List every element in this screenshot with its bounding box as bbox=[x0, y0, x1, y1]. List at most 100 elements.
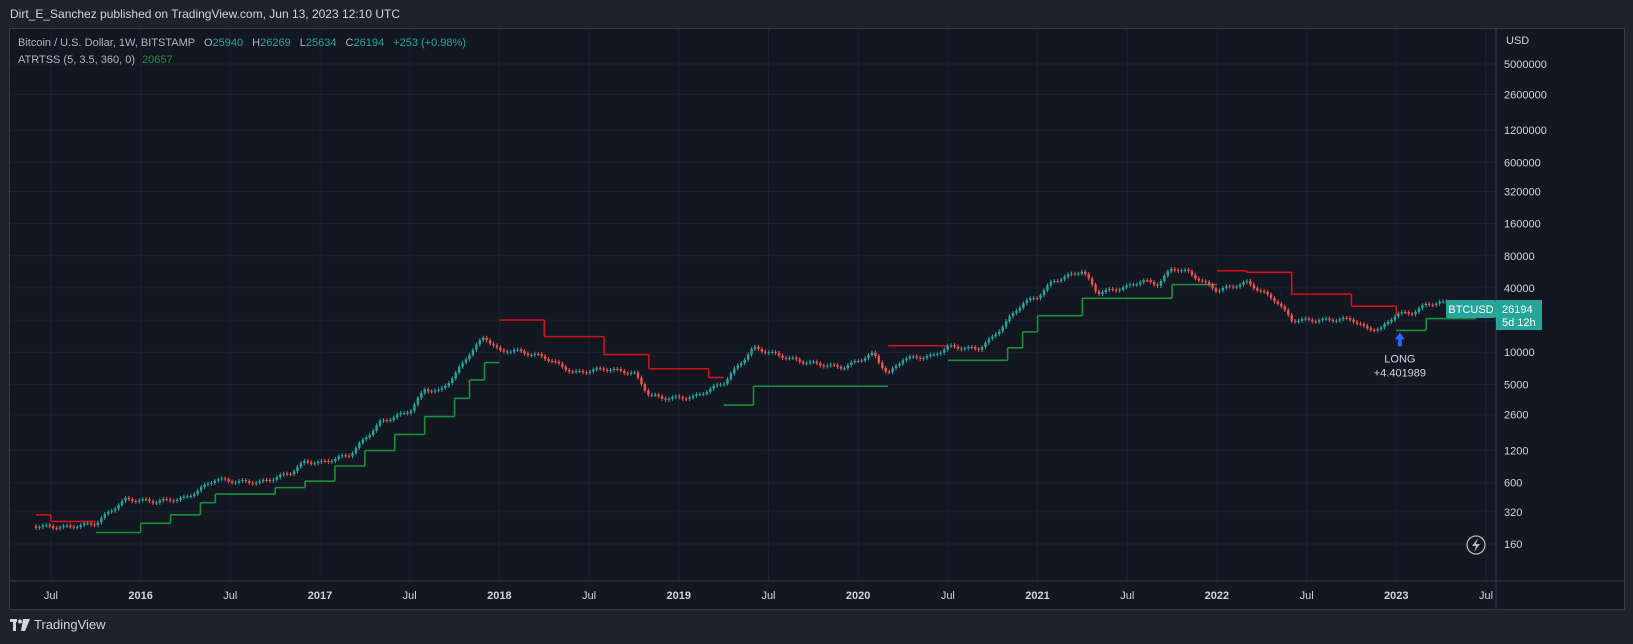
price-chart-svg[interactable]: LONG +4.401989 USD 160 320 600 1200 2600 5000 1… bbox=[10, 29, 1624, 609]
candle-body bbox=[1352, 319, 1355, 323]
candle bbox=[206, 481, 210, 487]
candle-body bbox=[1039, 295, 1042, 299]
price-tick-label: 2600 bbox=[1504, 410, 1528, 422]
candle bbox=[561, 361, 564, 369]
candle bbox=[746, 352, 750, 362]
candle bbox=[306, 458, 309, 465]
candle-body bbox=[1176, 270, 1180, 272]
candle bbox=[691, 393, 695, 400]
candle-body bbox=[616, 368, 619, 370]
candle-body bbox=[303, 460, 306, 464]
candle bbox=[48, 522, 51, 529]
candle-body bbox=[829, 364, 832, 366]
candle-body bbox=[1386, 321, 1390, 324]
candle bbox=[134, 499, 137, 504]
candle bbox=[1004, 319, 1008, 329]
candle-body bbox=[660, 396, 664, 399]
candle-body bbox=[839, 366, 843, 369]
candle bbox=[127, 495, 131, 502]
candle-body bbox=[612, 368, 616, 371]
candle bbox=[516, 347, 519, 352]
candle-body bbox=[881, 362, 884, 369]
candle-body bbox=[396, 414, 399, 418]
candle-body bbox=[1249, 281, 1252, 285]
candle bbox=[378, 418, 382, 428]
candle-body bbox=[1059, 279, 1063, 282]
candle-body bbox=[299, 463, 303, 467]
candle-body bbox=[760, 349, 764, 352]
candle-body bbox=[963, 348, 967, 350]
candle-body bbox=[915, 356, 918, 358]
chart-pane[interactable]: Bitcoin / U.S. Dollar, 1W, BITSTAMP O259… bbox=[9, 28, 1625, 610]
candle bbox=[953, 343, 956, 349]
candle-body bbox=[361, 439, 365, 443]
candle bbox=[1421, 303, 1424, 311]
symbol-name[interactable]: Bitcoin / U.S. Dollar, 1W, BITSTAMP bbox=[18, 37, 195, 49]
candle-body bbox=[1256, 288, 1259, 291]
candle bbox=[1311, 317, 1314, 324]
candle-body bbox=[1438, 301, 1441, 304]
candle bbox=[526, 351, 530, 358]
indicator-name[interactable]: ATRTSS (5, 3.5, 360, 0) bbox=[18, 54, 135, 66]
candle-body bbox=[719, 384, 722, 386]
candle bbox=[296, 464, 299, 474]
candle-body bbox=[1359, 323, 1362, 325]
candle-body bbox=[1149, 280, 1152, 282]
candle bbox=[451, 376, 454, 386]
candle-body bbox=[629, 372, 633, 374]
candle-body bbox=[640, 377, 643, 385]
time-tick-label: Jul bbox=[941, 590, 955, 602]
candle-body bbox=[1170, 268, 1173, 272]
candle bbox=[564, 364, 567, 373]
candle-body bbox=[206, 483, 210, 485]
price-tick-label: 600000 bbox=[1504, 157, 1541, 169]
candle-body bbox=[89, 523, 93, 525]
candle-body bbox=[461, 362, 464, 367]
candle bbox=[681, 395, 684, 401]
candle bbox=[1290, 312, 1293, 324]
candle bbox=[1376, 327, 1379, 333]
candle-body bbox=[323, 460, 327, 462]
close-value: 26194 bbox=[353, 37, 385, 49]
candle-body bbox=[444, 385, 447, 388]
candle bbox=[103, 511, 107, 520]
candle bbox=[1156, 282, 1159, 288]
tradingview-logo-icon bbox=[10, 618, 30, 631]
candle-body bbox=[740, 363, 743, 366]
candle-body bbox=[991, 336, 994, 339]
badge-price: 26194 bbox=[1502, 304, 1533, 316]
candle bbox=[1359, 321, 1362, 327]
candle-body bbox=[141, 499, 144, 501]
candle bbox=[987, 336, 991, 345]
candle-body bbox=[1355, 322, 1359, 324]
candle-body bbox=[248, 480, 251, 483]
candle bbox=[602, 366, 605, 372]
candle bbox=[943, 347, 946, 355]
candle bbox=[998, 329, 1001, 337]
candle-body bbox=[1066, 274, 1070, 277]
candle-body bbox=[695, 394, 698, 396]
candle-body bbox=[1142, 280, 1145, 283]
candle-body bbox=[678, 396, 681, 398]
candle bbox=[1159, 278, 1163, 288]
candle bbox=[1424, 301, 1428, 308]
price-tick-label: 600 bbox=[1504, 478, 1522, 490]
candle bbox=[1197, 276, 1200, 283]
candle bbox=[1145, 278, 1149, 283]
candle-body bbox=[578, 371, 581, 373]
candle bbox=[667, 396, 671, 403]
candle-body bbox=[598, 368, 602, 370]
candle-body bbox=[874, 352, 877, 357]
candle-body bbox=[179, 497, 182, 500]
candle-body bbox=[1063, 276, 1066, 280]
candle-body bbox=[69, 525, 72, 527]
candle-body bbox=[509, 351, 512, 353]
candle bbox=[1128, 282, 1132, 288]
tradingview-brand[interactable]: TradingView bbox=[10, 617, 106, 632]
candle-body bbox=[540, 354, 543, 357]
lightning-icon[interactable] bbox=[1466, 535, 1486, 555]
candle-body bbox=[795, 357, 798, 360]
candle bbox=[1056, 278, 1059, 284]
candle-body bbox=[1156, 284, 1159, 286]
candle bbox=[764, 349, 767, 355]
